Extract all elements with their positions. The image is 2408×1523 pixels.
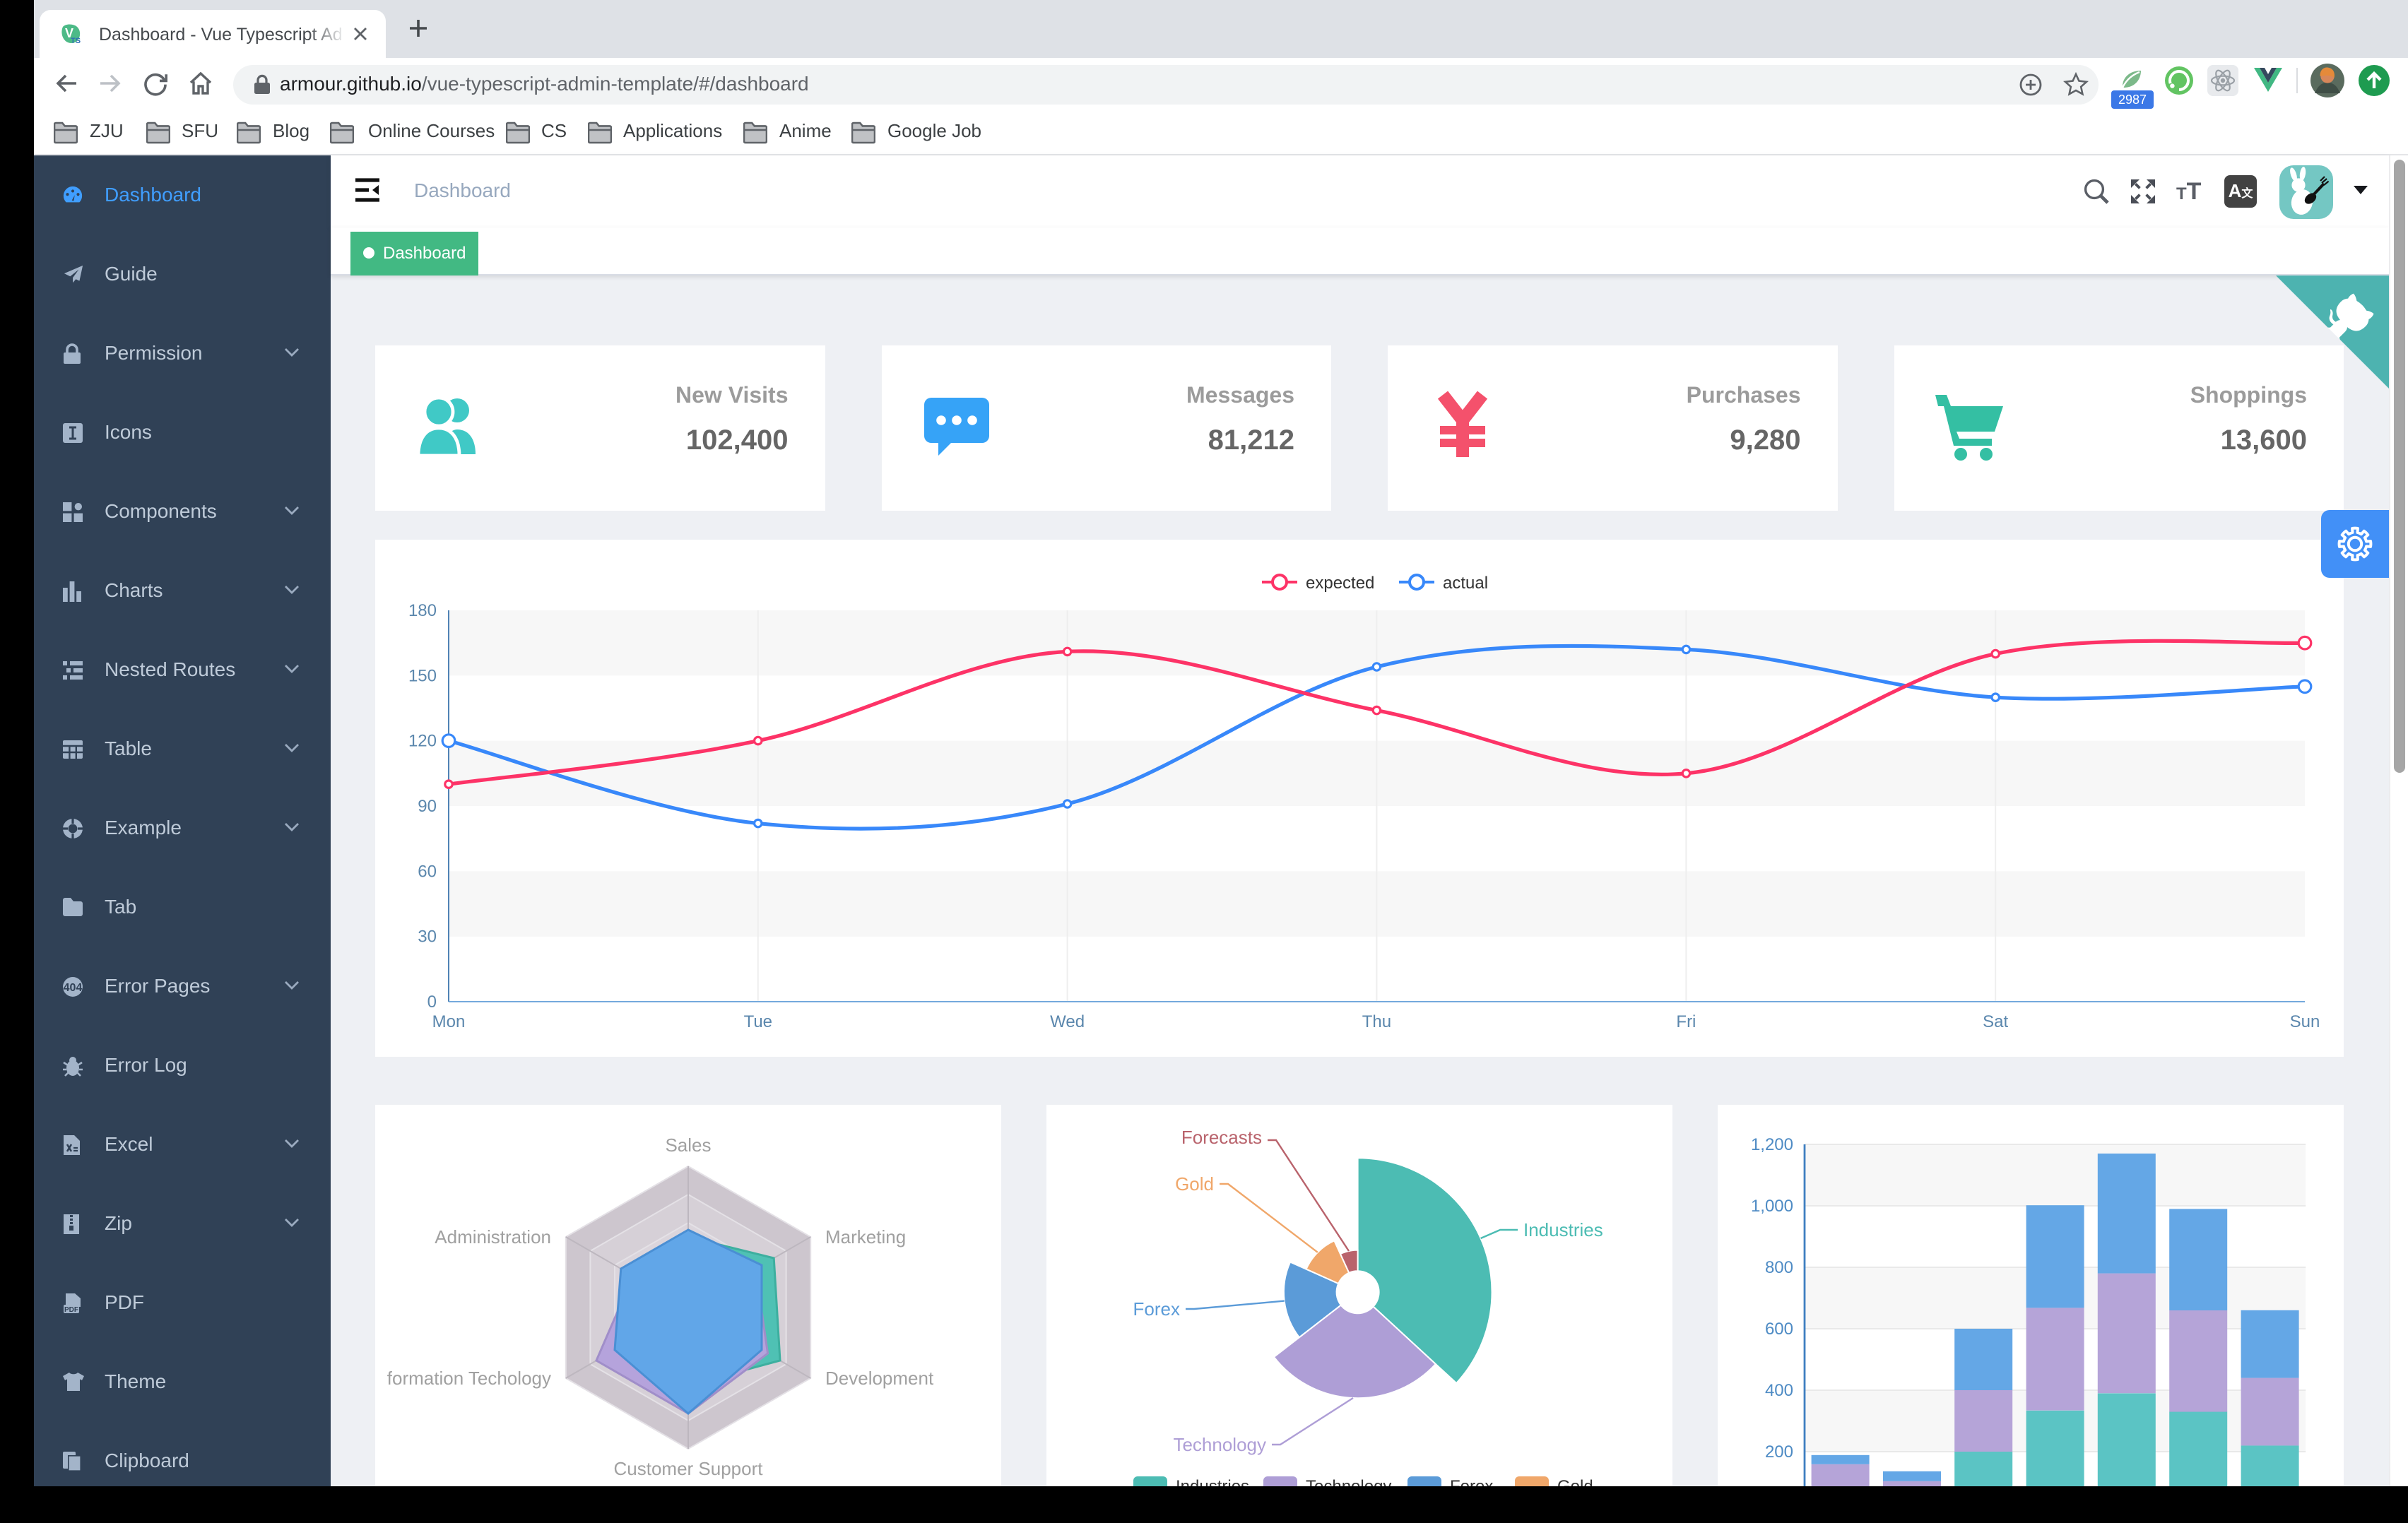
svg-text:Forecasts: Forecasts xyxy=(1181,1127,1262,1148)
svg-text:0: 0 xyxy=(427,992,437,1012)
svg-text:Forex: Forex xyxy=(1133,1298,1180,1320)
svg-text:150: 150 xyxy=(408,666,437,685)
svg-text:Sales: Sales xyxy=(665,1134,711,1156)
svg-text:120: 120 xyxy=(408,732,437,751)
svg-text:60: 60 xyxy=(418,862,437,881)
svg-text:800: 800 xyxy=(1765,1258,1793,1277)
svg-text:formation Techology: formation Techology xyxy=(387,1368,551,1389)
svg-text:Technology: Technology xyxy=(1306,1477,1391,1486)
svg-text:Customer Support: Customer Support xyxy=(614,1458,764,1479)
svg-text:V: V xyxy=(65,26,73,40)
svg-text:Sun: Sun xyxy=(2290,1012,2320,1031)
svg-text:Development: Development xyxy=(825,1368,934,1389)
svg-text:Technology: Technology xyxy=(1173,1434,1266,1455)
svg-text:400: 400 xyxy=(1765,1381,1793,1400)
svg-text:actual: actual xyxy=(1443,574,1488,593)
svg-text:404: 404 xyxy=(64,982,83,994)
svg-text:Administration: Administration xyxy=(435,1226,551,1248)
svg-text:Mon: Mon xyxy=(432,1012,466,1031)
svg-text:180: 180 xyxy=(408,601,437,620)
svg-text:Industries: Industries xyxy=(1176,1477,1249,1486)
svg-text:Thu: Thu xyxy=(1362,1012,1391,1031)
svg-text:Gold: Gold xyxy=(1175,1173,1214,1195)
svg-text:Marketing: Marketing xyxy=(825,1226,906,1248)
svg-text:Tue: Tue xyxy=(744,1012,772,1031)
svg-text:expected: expected xyxy=(1306,574,1374,593)
svg-text:Sat: Sat xyxy=(1983,1012,2008,1031)
svg-text:Fri: Fri xyxy=(1676,1012,1696,1031)
svg-text:1,000: 1,000 xyxy=(1751,1197,1793,1216)
svg-text:1,200: 1,200 xyxy=(1751,1135,1793,1154)
svg-text:600: 600 xyxy=(1765,1320,1793,1339)
svg-text:Industries: Industries xyxy=(1523,1219,1603,1240)
svg-text:Wed: Wed xyxy=(1050,1012,1085,1031)
svg-text:Gold: Gold xyxy=(1557,1477,1593,1486)
svg-text:200: 200 xyxy=(1765,1442,1793,1462)
svg-text:PDF: PDF xyxy=(64,1306,78,1314)
svg-text:TS: TS xyxy=(71,37,81,45)
svg-text:90: 90 xyxy=(418,797,437,816)
svg-text:Forex: Forex xyxy=(1450,1477,1493,1486)
svg-text:30: 30 xyxy=(418,928,437,947)
